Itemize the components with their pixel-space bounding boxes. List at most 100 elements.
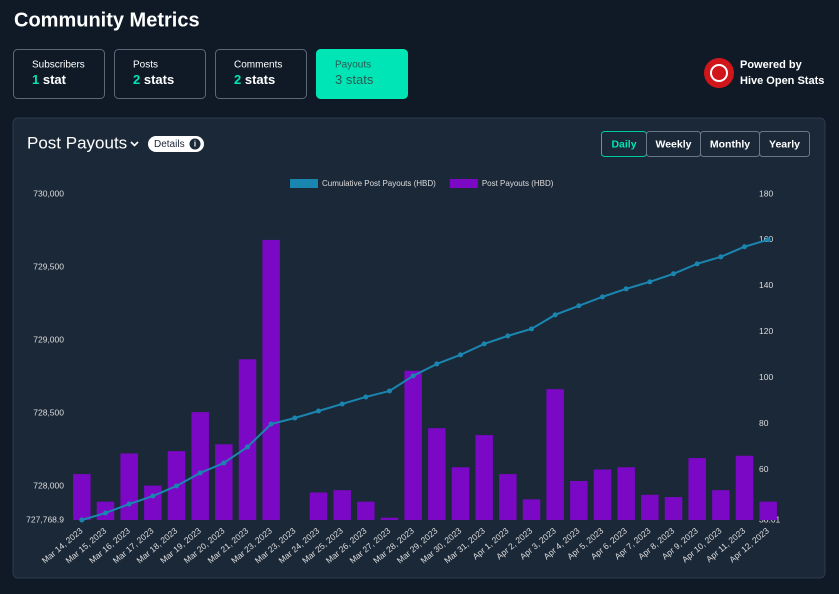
y2-tick-label: 140	[759, 280, 773, 290]
dropdown-chevron[interactable]	[130, 141, 139, 147]
line	[81, 238, 769, 521]
bar	[73, 474, 91, 520]
tab-count: 2	[234, 72, 241, 87]
period-buttons: Daily Weekly Monthly Yearly	[601, 131, 810, 157]
powered-by: Powered by	[740, 59, 803, 71]
tab-label[interactable]: Payouts	[335, 60, 371, 71]
bar	[617, 467, 635, 520]
line-point	[150, 493, 156, 499]
line-point	[103, 510, 108, 516]
line-point	[647, 279, 653, 285]
bar	[570, 480, 588, 520]
line-point	[292, 415, 298, 421]
tab-count: 1	[32, 72, 39, 87]
tab[interactable]	[215, 49, 307, 99]
line-point	[79, 517, 85, 523]
line-point	[623, 286, 629, 292]
line-point	[126, 501, 132, 507]
details-label[interactable]: Details	[154, 139, 185, 150]
tab-stat[interactable]: 1 stat	[32, 72, 67, 87]
bar	[451, 467, 470, 520]
period-label[interactable]: Daily	[611, 138, 636, 150]
y2-tick-label: 180	[759, 188, 773, 198]
tab-unit: stats	[346, 72, 374, 87]
tab-unit: stat	[43, 72, 67, 87]
line-point	[268, 421, 274, 427]
legend-label[interactable]: Cumulative Post Payouts (HBD)	[322, 179, 436, 188]
y-tick-label: 730,000	[33, 188, 64, 198]
line-point	[458, 352, 463, 358]
bar	[735, 455, 754, 520]
period-button[interactable]	[759, 131, 810, 157]
y-tick-label: 728,500	[33, 407, 64, 417]
line-point	[410, 373, 416, 379]
tab-unit: stats	[245, 72, 275, 87]
bar	[309, 492, 328, 520]
legend-swatch[interactable]	[449, 179, 478, 188]
bar	[262, 239, 280, 520]
legend-swatch[interactable]	[290, 179, 318, 188]
line-point	[339, 401, 345, 407]
line-point	[434, 361, 440, 367]
line-point	[316, 408, 321, 414]
bar	[759, 501, 777, 520]
period-label[interactable]: Yearly	[769, 138, 800, 150]
bar	[499, 474, 517, 520]
tab[interactable]	[13, 49, 105, 99]
bar	[404, 370, 422, 520]
line-point	[245, 444, 250, 450]
tab-stat[interactable]: 2 stats	[133, 72, 174, 87]
panel-title[interactable]: Post Payouts	[27, 133, 127, 152]
bar	[380, 517, 399, 520]
line-point	[387, 388, 392, 394]
y-tick-label: 727,768.9	[26, 514, 64, 524]
bar	[522, 499, 541, 520]
line-point	[742, 244, 747, 250]
line-point	[552, 312, 558, 318]
line-point	[576, 303, 582, 309]
tab-stat[interactable]: 2 stats	[234, 72, 275, 87]
line-point	[600, 294, 605, 300]
tab[interactable]	[114, 49, 206, 99]
tab-count: 3	[335, 72, 342, 87]
bar	[215, 444, 233, 520]
y-tick-label: 729,000	[33, 334, 64, 344]
tab-unit: stats	[144, 72, 174, 87]
y-tick-label: 729,500	[33, 261, 64, 271]
bar	[546, 389, 564, 520]
line-point	[505, 333, 511, 339]
tab[interactable]	[316, 49, 408, 99]
legend-label[interactable]: Post Payouts (HBD)	[482, 179, 554, 188]
info-icon[interactable]	[189, 138, 201, 150]
bar	[357, 501, 375, 520]
tab-label[interactable]: Posts	[133, 60, 158, 71]
bar	[688, 458, 706, 520]
bar	[238, 359, 257, 520]
tab-count: 2	[133, 72, 140, 87]
tab-stat[interactable]: 3 stats	[335, 72, 374, 87]
bar	[712, 490, 730, 520]
line-point	[529, 326, 534, 332]
line-point	[694, 261, 700, 267]
bar	[664, 497, 683, 520]
info-glyph: i	[194, 140, 196, 149]
period-label[interactable]: Weekly	[656, 138, 692, 150]
tab-label[interactable]: Comments	[234, 60, 282, 71]
bar	[475, 435, 493, 520]
brand-name[interactable]: Hive Open Stats	[740, 75, 824, 87]
bar	[144, 485, 162, 520]
line-point	[671, 271, 676, 277]
period-label[interactable]: Monthly	[710, 138, 750, 150]
bar	[120, 453, 138, 520]
y2-tick-label: 80	[759, 418, 769, 428]
y2-tick-label: 100	[759, 372, 773, 382]
line-point	[363, 394, 369, 400]
y2-tick-label: 60	[759, 464, 769, 474]
tab-label[interactable]: Subscribers	[32, 60, 85, 71]
bar	[428, 428, 446, 520]
bar	[641, 494, 659, 520]
details-pill[interactable]	[148, 136, 204, 152]
